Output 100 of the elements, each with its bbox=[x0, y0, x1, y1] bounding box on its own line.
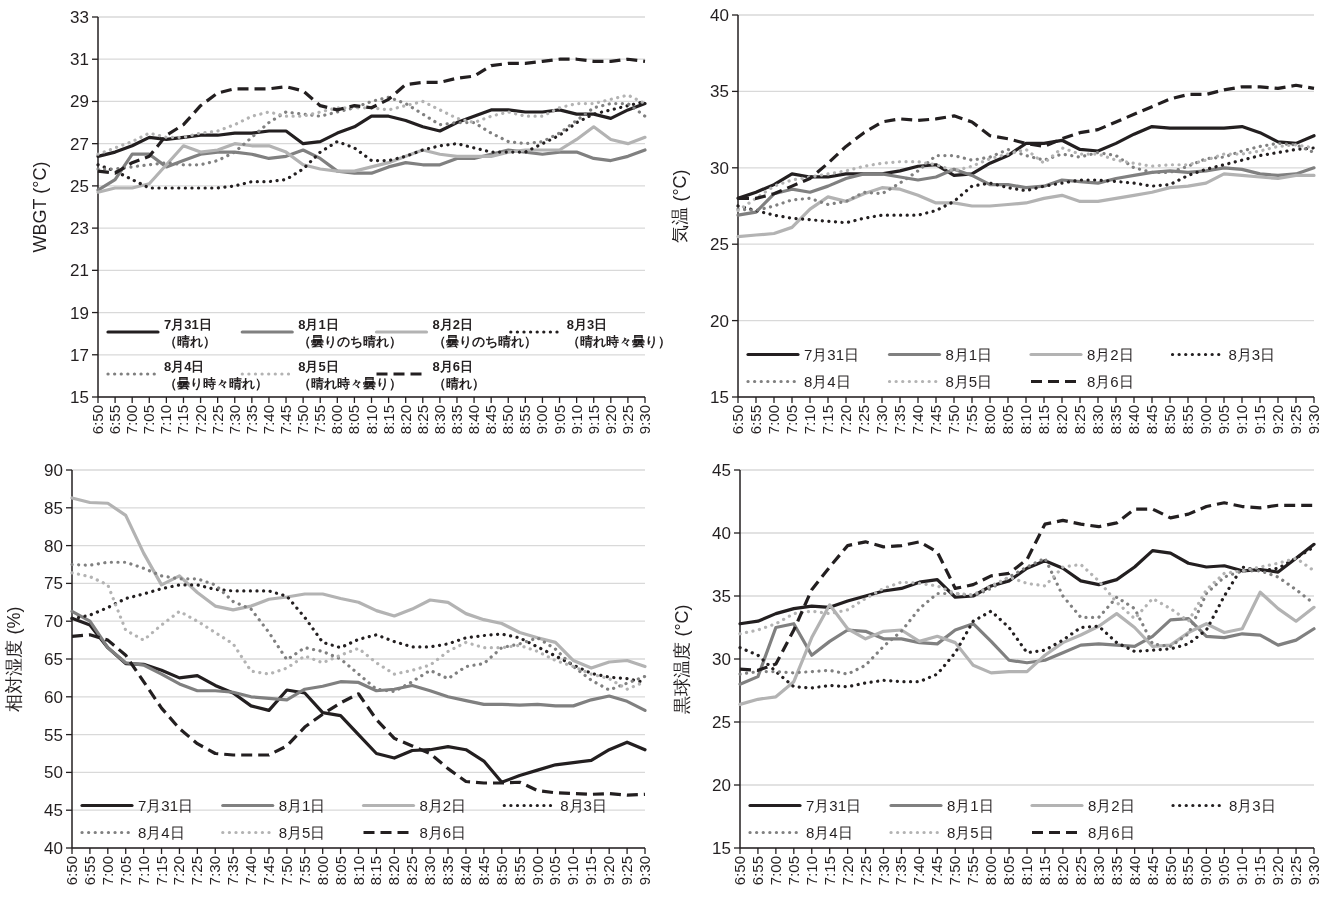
y-tick-label: 15 bbox=[710, 388, 729, 407]
x-tick-label: 8:00 bbox=[328, 405, 346, 435]
y-tick-label: 31 bbox=[70, 50, 89, 70]
legend-label: 8月2日 bbox=[419, 796, 467, 814]
x-tick-label: 7:45 bbox=[928, 856, 946, 886]
x-tick-label: 9:25 bbox=[1287, 405, 1304, 435]
x-tick-label: 8:45 bbox=[1143, 405, 1160, 435]
x-tick-label: 8:20 bbox=[385, 856, 403, 886]
x-tick-label: 7:30 bbox=[225, 405, 243, 435]
x-tick-label: 9:20 bbox=[1269, 856, 1287, 886]
x-tick-label: 8:55 bbox=[1179, 405, 1196, 435]
y-tick-label: 15 bbox=[70, 388, 89, 407]
legend-label: 8月5日 bbox=[947, 823, 994, 841]
y-tick-label: 23 bbox=[70, 219, 89, 239]
x-tick-label: 7:30 bbox=[873, 405, 890, 435]
x-tick-label: 9:30 bbox=[1305, 405, 1322, 435]
y-tick-label: 50 bbox=[44, 763, 63, 783]
legend-label: 8月6日（晴れ） bbox=[432, 359, 485, 391]
x-tick-label: 9:15 bbox=[1251, 405, 1268, 435]
x-tick-label: 8:30 bbox=[430, 405, 448, 435]
x-tick-label: 8:25 bbox=[403, 856, 421, 886]
x-tick-label: 8:15 bbox=[379, 405, 397, 435]
x-tick-label: 9:15 bbox=[1251, 856, 1269, 886]
y-axis-title: WBGT (°C) bbox=[30, 161, 50, 253]
x-tick-label: 9:20 bbox=[601, 405, 619, 435]
x-tick-label: 7:35 bbox=[891, 405, 908, 435]
x-tick-label: 8:40 bbox=[1125, 856, 1143, 886]
legend-label: 8月6日 bbox=[1087, 372, 1134, 390]
x-tick-label: 7:50 bbox=[294, 405, 312, 435]
x-tick-label: 8:40 bbox=[1125, 405, 1142, 435]
x-tick-label: 8:30 bbox=[421, 856, 439, 886]
y-tick-label: 25 bbox=[710, 235, 729, 255]
x-tick-label: 9:10 bbox=[1233, 856, 1251, 886]
x-tick-label: 7:05 bbox=[140, 405, 158, 435]
legend-label: 7月31日（晴れ） bbox=[164, 317, 216, 349]
x-tick-label: 7:15 bbox=[152, 856, 170, 886]
x-tick-label: 9:00 bbox=[1197, 405, 1214, 435]
x-tick-label: 7:30 bbox=[874, 856, 892, 886]
y-tick-label: 90 bbox=[44, 461, 63, 480]
x-tick-label: 8:20 bbox=[1053, 856, 1071, 886]
x-tick-label: 7:25 bbox=[855, 405, 872, 435]
legend-label: 8月4日 bbox=[806, 823, 853, 841]
x-tick-label: 9:10 bbox=[567, 405, 585, 435]
x-tick-label: 8:50 bbox=[492, 856, 510, 886]
x-tick-label: 7:20 bbox=[838, 856, 856, 886]
legend-label: 8月2日（曇りのち晴れ） bbox=[432, 317, 537, 349]
x-tick-label: 8:15 bbox=[1035, 405, 1052, 435]
x-tick-label: 7:35 bbox=[224, 856, 242, 886]
legend-label: 8月1日 bbox=[947, 796, 994, 814]
x-tick-label: 9:30 bbox=[636, 405, 653, 435]
legend-label: 8月5日 bbox=[278, 823, 326, 841]
x-tick-label: 7:45 bbox=[259, 856, 277, 886]
x-tick-label: 6:55 bbox=[106, 405, 124, 435]
legend-label: 8月6日 bbox=[419, 823, 467, 841]
y-tick-label: 15 bbox=[712, 839, 731, 858]
x-tick-label: 7:25 bbox=[208, 405, 226, 435]
x-tick-label: 8:55 bbox=[516, 405, 534, 435]
y-tick-label: 65 bbox=[44, 650, 63, 669]
x-tick-label: 7:05 bbox=[116, 856, 134, 886]
x-tick-label: 7:00 bbox=[766, 856, 784, 886]
x-tick-label: 8:10 bbox=[362, 405, 380, 435]
legend-label: 8月6日 bbox=[1088, 823, 1135, 841]
y-tick-label: 30 bbox=[710, 158, 729, 178]
x-tick-label: 7:10 bbox=[801, 405, 818, 435]
x-tick-label: 9:25 bbox=[1287, 856, 1305, 886]
x-tick-label: 8:05 bbox=[999, 405, 1016, 435]
x-tick-label: 7:10 bbox=[134, 856, 152, 886]
x-tick-label: 6:50 bbox=[89, 405, 106, 435]
x-tick-label: 8:10 bbox=[1018, 856, 1035, 886]
y-tick-label: 35 bbox=[712, 587, 731, 606]
y-axis-title: 相対湿度 (%) bbox=[4, 606, 24, 712]
x-tick-label: 8:50 bbox=[1161, 856, 1179, 886]
y-tick-label: 20 bbox=[710, 311, 729, 331]
line-series bbox=[70, 496, 647, 670]
x-tick-label: 9:00 bbox=[533, 405, 551, 435]
x-tick-label: 8:35 bbox=[447, 405, 465, 435]
x-tick-label: 9:05 bbox=[546, 856, 564, 886]
x-tick-label: 8:45 bbox=[1143, 856, 1161, 886]
x-tick-label: 8:55 bbox=[1179, 856, 1197, 886]
y-tick-label: 17 bbox=[70, 345, 89, 365]
x-tick-label: 9:30 bbox=[636, 856, 653, 886]
y-tick-label: 25 bbox=[70, 176, 89, 196]
x-tick-label: 9:15 bbox=[582, 856, 600, 886]
y-tick-label: 29 bbox=[70, 92, 89, 112]
x-tick-label: 9:20 bbox=[600, 856, 618, 886]
x-tick-label: 9:10 bbox=[1233, 405, 1250, 435]
x-tick-label: 7:10 bbox=[802, 856, 820, 886]
x-tick-label: 8:00 bbox=[982, 856, 1000, 886]
legend-label: 8月1日（曇りのち晴れ） bbox=[298, 317, 403, 349]
y-tick-label: 80 bbox=[44, 536, 63, 556]
legend-label: 8月3日 bbox=[1228, 345, 1276, 363]
x-tick-label: 8:05 bbox=[345, 405, 363, 435]
legend-label: 7月31日 bbox=[806, 796, 862, 814]
x-tick-label: 7:25 bbox=[856, 856, 874, 886]
x-tick-label: 9:00 bbox=[1197, 856, 1215, 886]
x-tick-label: 8:10 bbox=[1017, 405, 1034, 435]
x-tick-label: 8:00 bbox=[313, 856, 331, 886]
legend-label: 7月31日 bbox=[138, 796, 194, 814]
x-tick-label: 7:15 bbox=[174, 405, 192, 435]
x-tick-label: 7:55 bbox=[311, 405, 329, 435]
